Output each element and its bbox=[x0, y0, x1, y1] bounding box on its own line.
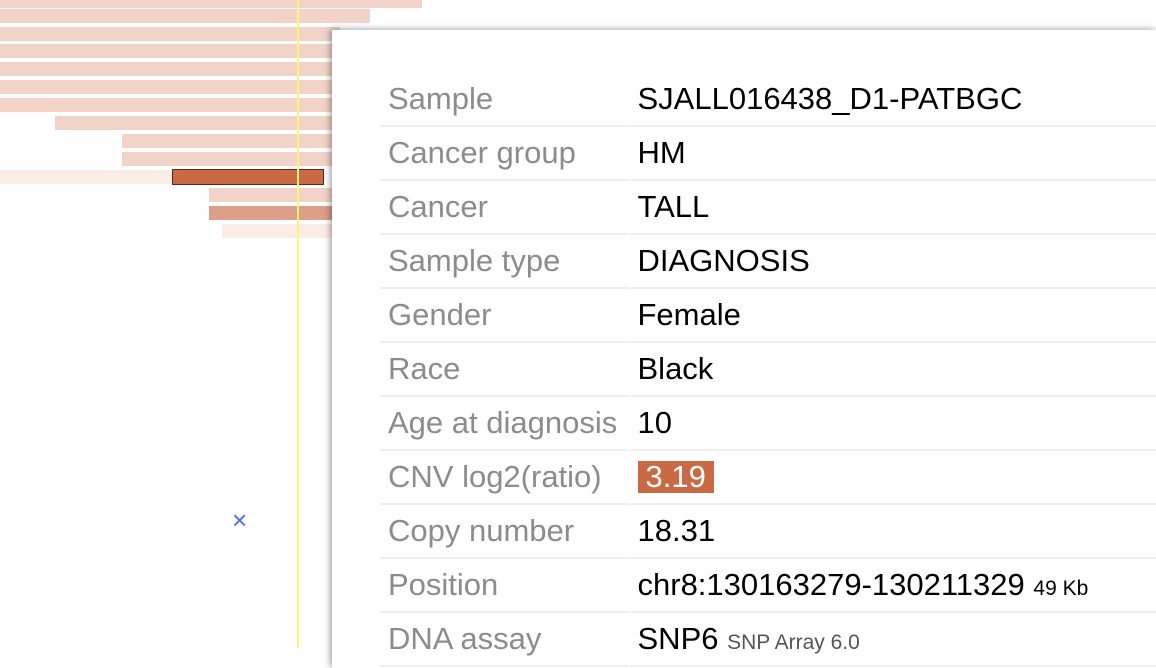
sample-details-table: Sample SJALL016438_D1-PATBGC Cancer grou… bbox=[380, 73, 1156, 667]
row-label: Position bbox=[380, 559, 628, 613]
row-label: Age at diagnosis bbox=[380, 397, 628, 451]
position-cursor-line bbox=[297, 0, 299, 648]
dna-assay-note: SNP Array 6.0 bbox=[727, 631, 860, 654]
cnv-segment[interactable] bbox=[0, 80, 340, 94]
row-label: Race bbox=[380, 343, 628, 397]
table-row: Age at diagnosis 10 bbox=[380, 397, 1156, 451]
race-value: Black bbox=[637, 351, 714, 386]
row-value: SJALL016438_D1-PATBGC bbox=[627, 73, 1156, 127]
table-row: Cancer group HM bbox=[380, 127, 1156, 181]
cnv-segment[interactable] bbox=[0, 9, 370, 23]
sample-tooltip: Sample SJALL016438_D1-PATBGC Cancer grou… bbox=[332, 30, 1156, 668]
row-label: Cancer group bbox=[380, 127, 628, 181]
cnv-ratio-badge: 3.19 bbox=[637, 461, 714, 493]
table-row: CNV log2(ratio) 3.19 bbox=[380, 451, 1156, 505]
row-label: Cancer bbox=[380, 181, 628, 235]
row-value: Female bbox=[627, 289, 1156, 343]
gender-value: Female bbox=[637, 297, 741, 332]
close-icon[interactable]: × bbox=[232, 505, 248, 535]
row-label: CNV log2(ratio) bbox=[380, 451, 628, 505]
cnv-segment[interactable] bbox=[55, 116, 340, 130]
row-value: DIAGNOSIS bbox=[627, 235, 1156, 289]
cnv-segment[interactable] bbox=[0, 0, 422, 8]
row-label: Copy number bbox=[380, 505, 628, 559]
cnv-track: × bbox=[0, 0, 422, 668]
position-value: chr8:130163279-130211329 bbox=[637, 567, 1025, 602]
row-label: Gender bbox=[380, 289, 628, 343]
position-length: 49 Kb bbox=[1033, 577, 1089, 600]
table-row: Gender Female bbox=[380, 289, 1156, 343]
table-row: Sample SJALL016438_D1-PATBGC bbox=[380, 73, 1156, 127]
cancer-value: TALL bbox=[637, 189, 710, 224]
table-row: Race Black bbox=[380, 343, 1156, 397]
cnv-segment[interactable] bbox=[0, 27, 340, 41]
age-value: 10 bbox=[637, 405, 672, 440]
row-label: DNA assay bbox=[380, 613, 628, 667]
cnv-segment[interactable] bbox=[122, 134, 340, 148]
table-row: Copy number 18.31 bbox=[380, 505, 1156, 559]
cnv-segment[interactable] bbox=[0, 44, 340, 58]
row-value: Black bbox=[627, 343, 1156, 397]
row-label: Sample type bbox=[380, 235, 628, 289]
cnv-segment[interactable] bbox=[209, 188, 340, 202]
row-value: 3.19 bbox=[627, 451, 1156, 505]
row-value: HM bbox=[627, 127, 1156, 181]
dna-assay-value: SNP6 bbox=[637, 621, 719, 656]
table-row: DNA assay SNP6 SNP Array 6.0 bbox=[380, 613, 1156, 667]
cnv-segment-selected[interactable] bbox=[172, 169, 324, 185]
cnv-segment[interactable] bbox=[0, 170, 175, 184]
cnv-segment[interactable] bbox=[209, 206, 340, 220]
cnv-segment[interactable] bbox=[0, 62, 340, 76]
table-row: Position chr8:130163279-130211329 49 Kb bbox=[380, 559, 1156, 613]
table-row: Sample type DIAGNOSIS bbox=[380, 235, 1156, 289]
row-label: Sample bbox=[380, 73, 628, 127]
cnv-segment[interactable] bbox=[222, 224, 340, 238]
row-value: SNP6 SNP Array 6.0 bbox=[627, 613, 1156, 667]
cancer-group-value: HM bbox=[637, 135, 686, 170]
copy-number-value: 18.31 bbox=[637, 513, 716, 548]
row-value: 10 bbox=[627, 397, 1156, 451]
sample-value: SJALL016438_D1-PATBGC bbox=[637, 81, 1023, 116]
row-value: 18.31 bbox=[627, 505, 1156, 559]
sample-type-value: DIAGNOSIS bbox=[637, 243, 810, 278]
row-value: chr8:130163279-130211329 49 Kb bbox=[627, 559, 1156, 613]
cnv-segment[interactable] bbox=[0, 98, 340, 112]
table-row: Cancer TALL bbox=[380, 181, 1156, 235]
row-value: TALL bbox=[627, 181, 1156, 235]
cnv-segment[interactable] bbox=[122, 152, 340, 166]
